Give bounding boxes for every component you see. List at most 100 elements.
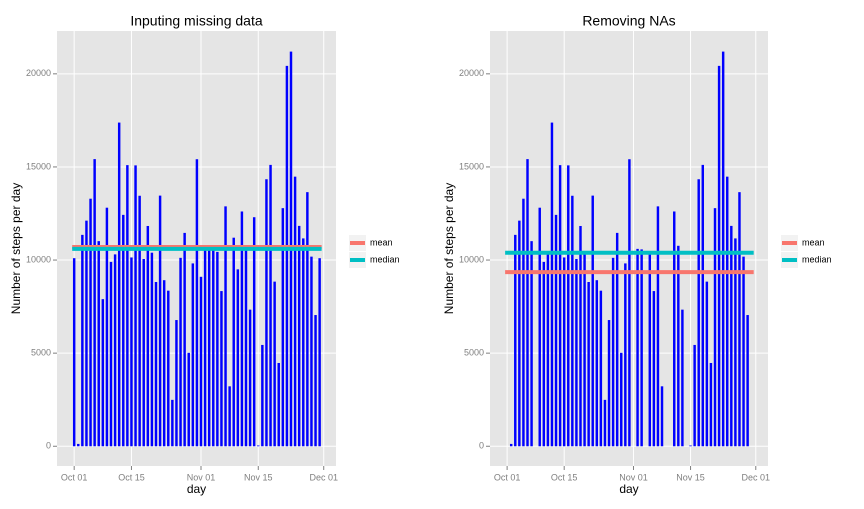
bar — [72, 258, 76, 447]
bar — [746, 315, 749, 447]
bar — [77, 443, 80, 447]
bar — [697, 179, 700, 447]
bar — [624, 263, 627, 447]
bar — [142, 259, 145, 447]
bar — [150, 252, 154, 447]
bar — [281, 208, 285, 447]
bar — [554, 214, 558, 447]
bar — [738, 192, 741, 447]
bar — [191, 263, 195, 447]
bar — [306, 192, 309, 447]
x-tick-label: Nov 15 — [244, 472, 273, 482]
bar — [709, 362, 713, 447]
bar — [318, 258, 321, 447]
bar — [101, 299, 105, 447]
bar — [734, 238, 737, 447]
bar — [713, 208, 717, 447]
bar — [567, 165, 570, 447]
bar — [595, 280, 599, 447]
y-tick-label: 15000 — [459, 161, 484, 171]
x-tick-label: Nov 15 — [676, 472, 705, 482]
bar — [199, 276, 203, 447]
y-axis-label: Number of steps per day — [442, 183, 456, 314]
x-axis-label: day — [619, 482, 638, 496]
bar — [591, 195, 594, 447]
bar — [526, 159, 529, 447]
bar — [122, 214, 125, 447]
x-tick-label: Nov 01 — [187, 472, 216, 482]
bar — [154, 282, 158, 447]
bar — [212, 248, 215, 447]
bar — [607, 320, 611, 447]
bar — [677, 245, 680, 447]
bar — [89, 198, 92, 447]
x-tick-label: Oct 01 — [494, 472, 521, 482]
bar — [126, 165, 129, 447]
bar — [179, 257, 182, 447]
x-tick-label: Oct 15 — [551, 472, 578, 482]
bar — [109, 261, 113, 447]
bar — [187, 352, 190, 447]
bar — [701, 164, 705, 447]
bar — [542, 261, 546, 447]
legend-label: mean — [802, 237, 825, 247]
bar — [587, 282, 590, 447]
bar — [652, 291, 656, 447]
bar — [265, 179, 268, 447]
bar — [620, 352, 623, 447]
bar — [146, 225, 150, 447]
bar — [162, 280, 166, 447]
bar — [705, 281, 709, 447]
y-tick-label: 15000 — [26, 161, 51, 171]
x-tick-label: Oct 01 — [61, 472, 88, 482]
bar — [310, 256, 313, 447]
bar — [546, 254, 550, 447]
bar — [693, 344, 696, 447]
y-tick-label: 0 — [46, 441, 51, 451]
bar — [207, 249, 211, 447]
bar — [138, 195, 141, 447]
bar — [603, 399, 607, 447]
bar — [273, 281, 276, 447]
y-tick-label: 5000 — [31, 348, 51, 358]
legend-label: median — [802, 254, 832, 264]
bar — [257, 445, 260, 447]
bar — [509, 443, 513, 447]
bar — [730, 225, 733, 447]
bar — [628, 159, 631, 447]
bar — [538, 207, 541, 447]
bar — [195, 159, 199, 447]
bar — [583, 252, 586, 447]
y-tick-label: 10000 — [459, 254, 484, 264]
bar — [522, 198, 525, 447]
bar — [252, 217, 256, 447]
bar — [717, 65, 721, 447]
bar — [293, 176, 297, 447]
bar — [203, 248, 207, 447]
bar — [636, 248, 639, 447]
bar — [130, 257, 133, 447]
x-tick-label: Dec 01 — [309, 472, 338, 482]
bar — [742, 256, 745, 447]
bar — [726, 176, 729, 447]
bar — [183, 232, 186, 447]
y-tick-label: 20000 — [26, 68, 51, 78]
bar — [216, 251, 219, 447]
bar — [134, 165, 137, 447]
bar — [681, 309, 684, 447]
bar — [660, 386, 664, 447]
bar — [285, 65, 289, 447]
bar — [673, 211, 676, 447]
bar — [220, 291, 223, 447]
bar — [248, 309, 252, 447]
bar — [562, 257, 566, 447]
bar — [297, 225, 301, 447]
bar — [105, 207, 109, 447]
bar — [232, 237, 235, 447]
y-tick-label: 0 — [479, 441, 484, 451]
x-axis-label: day — [187, 482, 206, 496]
chart-title: Inputing missing data — [130, 13, 263, 29]
bar — [175, 320, 178, 447]
bar — [571, 195, 574, 447]
